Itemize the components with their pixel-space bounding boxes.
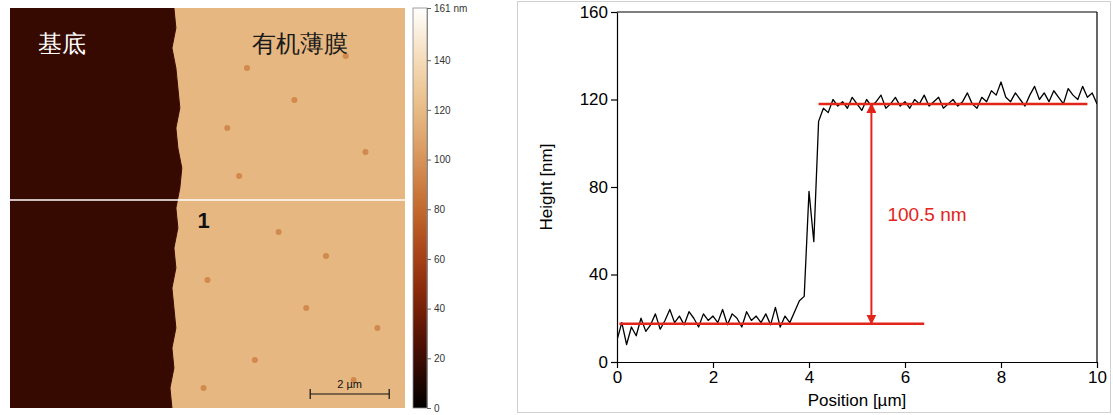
colorbar-tick-mark: [427, 358, 431, 359]
colorbar-tick-mark: [427, 60, 431, 61]
x-axis-tick: 4: [805, 362, 814, 387]
pit: [374, 325, 380, 331]
pit: [363, 149, 369, 155]
colorbar-tick-mark: [427, 309, 431, 310]
x-axis-tick: 10: [1088, 362, 1107, 387]
scale-bar-line: [389, 389, 390, 399]
x-axis-tick-label: 6: [901, 368, 910, 387]
colorbar-tick-mark: [427, 408, 431, 409]
figure: 基底有机薄膜12 µm020406080100120140161 nm02468…: [0, 0, 1113, 415]
pit: [291, 97, 297, 103]
y-axis-tick-mark: [611, 12, 617, 13]
colorbar-tick-label: 100: [434, 154, 451, 165]
colorbar-tick-mark: [427, 8, 431, 9]
colorbar-tick-label: 140: [434, 55, 451, 66]
colorbar-tick-label: 80: [434, 204, 446, 215]
y-axis-tick-label: 80: [589, 178, 608, 197]
x-axis-tick-label: 4: [805, 368, 814, 387]
x-axis-tick: 8: [997, 362, 1006, 387]
colorbar-tick: 60: [427, 254, 446, 265]
panel-frame: [518, 2, 1111, 413]
y-axis-tick: 0: [599, 353, 617, 372]
pit: [252, 357, 258, 363]
colorbar: [413, 8, 427, 408]
plot-frame: [617, 11, 1097, 12]
y-axis-tick-label: 120: [580, 90, 608, 109]
y-axis-tick-label: 160: [580, 3, 608, 22]
substrate-region: [10, 8, 182, 408]
reference-line: [819, 103, 1088, 106]
pit: [276, 229, 282, 235]
colorbar-tick-label: 0: [434, 403, 440, 414]
pit: [205, 277, 211, 283]
colorbar-tick: 20: [427, 353, 446, 364]
x-axis-tick: 2: [709, 362, 718, 387]
x-axis-tick: 6: [901, 362, 910, 387]
reference-line: [619, 322, 924, 325]
y-axis-tick: 80: [589, 178, 617, 197]
scale-bar: [310, 389, 389, 399]
colorbar-tick-label: 60: [434, 254, 446, 265]
pit: [224, 125, 230, 131]
y-axis-line: [617, 13, 618, 363]
pit: [201, 385, 207, 391]
plot-area: [617, 82, 1097, 345]
x-axis: 0 2 4 6 8 10: [613, 362, 1107, 387]
dimension-label: 100.5 nm: [887, 204, 966, 225]
colorbar-axis: 0 20 40 60 80 100 120 140 161 nm: [427, 3, 467, 414]
pit: [303, 305, 309, 311]
colorbar-tick: 40: [427, 303, 446, 314]
y-axis-tick-mark: [611, 99, 617, 100]
film-region: [170, 8, 405, 408]
afm-image: [10, 8, 405, 408]
colorbar-tick: 100: [427, 154, 451, 165]
profile-line: [10, 199, 405, 201]
region-label: 基底: [38, 30, 86, 57]
x-axis-title: Position [µm]: [808, 391, 907, 410]
scale-bar-line: [310, 389, 311, 399]
colorbar-tick-label: 120: [434, 105, 451, 116]
y-axis-title: Height [nm]: [537, 144, 556, 231]
profile-line: [617, 82, 1097, 345]
region-label: 有机薄膜: [252, 30, 348, 57]
colorbar-tick: 120: [427, 105, 451, 116]
pit: [244, 65, 250, 71]
dimension-arrow: [870, 104, 872, 324]
colorbar-tick: 0: [427, 403, 440, 414]
x-axis-line: [618, 362, 1098, 363]
y-axis-tick-mark: [611, 187, 617, 188]
x-axis-tick-label: 10: [1088, 368, 1107, 387]
colorbar-tick-label: 40: [434, 303, 446, 314]
y-axis-tick: 120: [580, 90, 617, 109]
colorbar-axis-line: [427, 9, 428, 409]
x-axis-tick-label: 0: [613, 368, 622, 387]
y-axis-tick-label: 0: [599, 353, 608, 372]
colorbar-tick-mark: [427, 209, 431, 210]
y-axis: 0 40 80 120 160: [580, 3, 618, 372]
scale-bar-label: 2 µm: [337, 378, 362, 390]
y-axis-tick-mark: [611, 274, 617, 275]
y-axis-tick: 160: [580, 3, 617, 22]
colorbar-tick: 161 nm: [427, 3, 467, 14]
colorbar-tick-mark: [427, 160, 431, 161]
x-axis-tick-label: 8: [997, 368, 1006, 387]
y-axis-tick-label: 40: [589, 265, 608, 284]
colorbar-tick: 140: [427, 55, 451, 66]
colorbar-tick-mark: [427, 259, 431, 260]
x-axis-tick: 0: [613, 362, 622, 387]
colorbar-tick-label: 161 nm: [434, 3, 467, 14]
colorbar-tick-mark: [427, 110, 431, 111]
pit: [323, 253, 329, 259]
plot-frame: [1096, 12, 1097, 362]
pit: [236, 173, 242, 179]
y-axis-tick: 40: [589, 265, 617, 284]
colorbar-tick-label: 20: [434, 353, 446, 364]
colorbar-tick: 80: [427, 204, 446, 215]
y-axis-tick-mark: [611, 362, 617, 363]
scale-bar-line: [310, 393, 389, 394]
profile-label: 1: [197, 208, 209, 233]
x-axis-tick-label: 2: [709, 368, 718, 387]
